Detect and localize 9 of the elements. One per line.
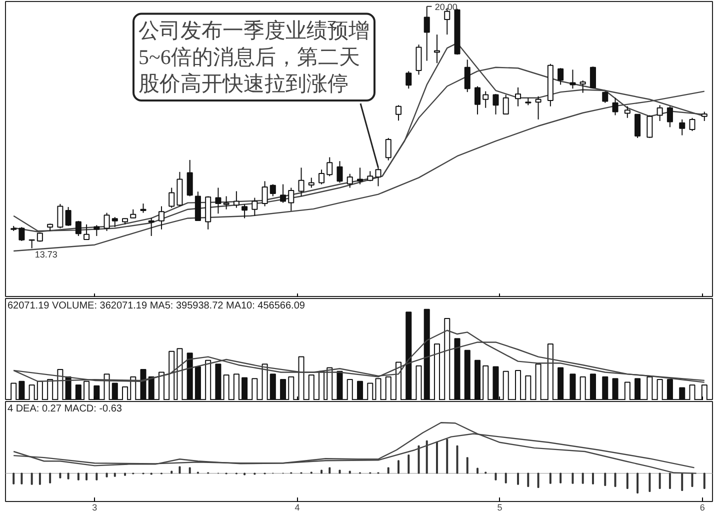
annotation: 13.73 [34,249,58,260]
x-tick-label: 3 [92,502,98,512]
x-tick-label: 5 [497,502,502,512]
x-tick-label: 4 [294,502,300,512]
annotation: 62071.19 VOLUME: 362071.19 MA5: 395938.72 MA10: 456566.09 [8,300,306,312]
annotation: 公司发布一季度业绩预增5~6倍的消息后，第二天股价高开快速拉到涨停 [138,18,370,96]
annotation: 20.00 [434,2,458,12]
x-tick-label: 6 [700,502,705,512]
text: 4 DEA: 0.27 MACD: -0.63 [8,404,122,414]
